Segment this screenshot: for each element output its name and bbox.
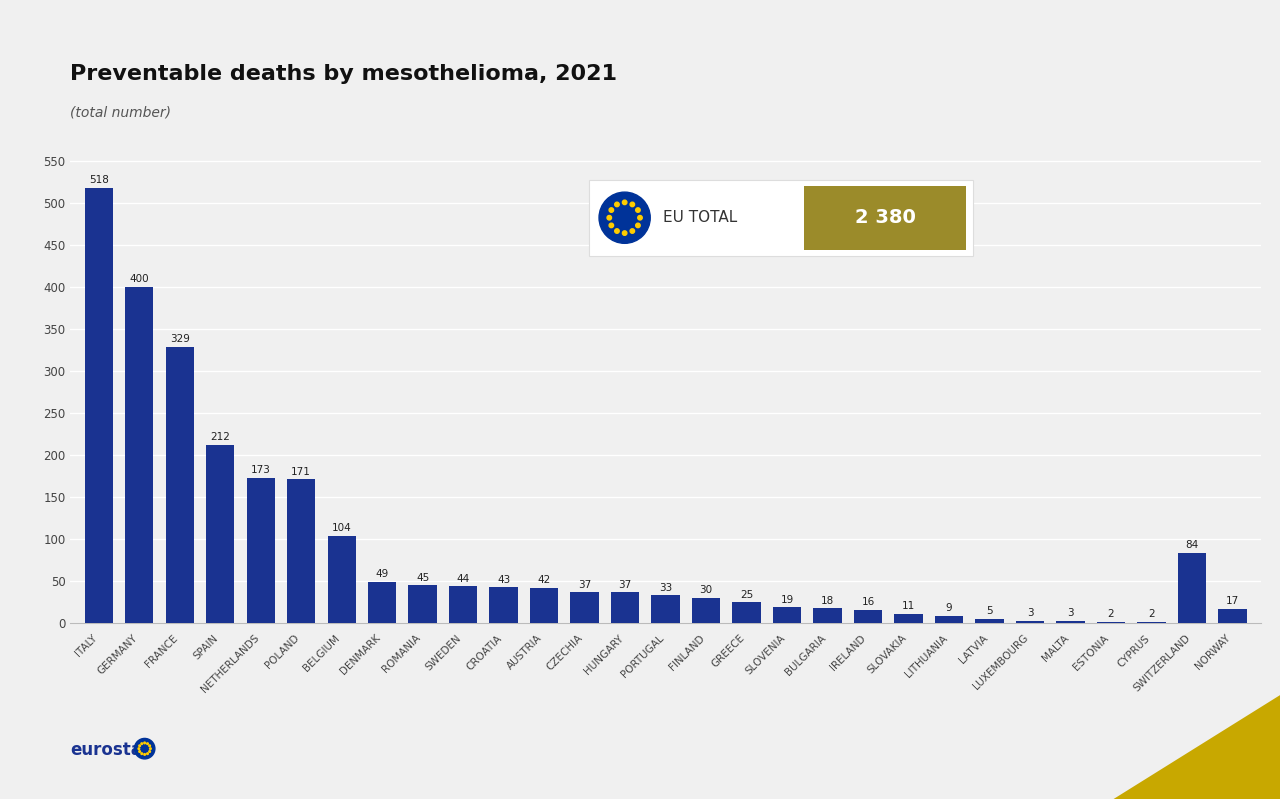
Text: 2 380: 2 380 (855, 209, 915, 227)
Text: 2: 2 (1107, 609, 1115, 619)
Bar (895, 614, 923, 623)
Text: Preventable deaths by mesothelioma, 2021: Preventable deaths by mesothelioma, 2021 (70, 64, 617, 84)
Text: 84: 84 (1185, 540, 1198, 550)
Bar (247, 478, 275, 623)
Text: 37: 37 (579, 579, 591, 590)
Text: 18: 18 (820, 595, 835, 606)
Text: 19: 19 (781, 594, 794, 605)
Bar (489, 587, 518, 623)
Bar (84, 188, 113, 623)
Text: EU TOTAL: EU TOTAL (663, 210, 737, 225)
Text: (total number): (total number) (70, 105, 172, 120)
Text: 16: 16 (861, 597, 874, 607)
Bar (1056, 621, 1084, 623)
Text: 37: 37 (618, 579, 632, 590)
Text: 11: 11 (902, 602, 915, 611)
Text: 5: 5 (986, 606, 993, 617)
Text: 3: 3 (1068, 608, 1074, 618)
Text: 42: 42 (538, 575, 550, 586)
Text: 44: 44 (457, 574, 470, 584)
Bar (369, 582, 397, 623)
Text: 173: 173 (251, 465, 270, 475)
Bar (692, 598, 721, 623)
Bar (611, 592, 639, 623)
Bar (287, 479, 315, 623)
Bar (773, 607, 801, 623)
Bar (934, 616, 964, 623)
Text: 49: 49 (375, 570, 389, 579)
Text: 212: 212 (210, 432, 230, 443)
Bar (975, 619, 1004, 623)
Text: 2: 2 (1148, 609, 1155, 619)
Text: 45: 45 (416, 573, 429, 582)
Bar (1219, 609, 1247, 623)
Text: 171: 171 (292, 467, 311, 477)
Text: 518: 518 (88, 175, 109, 185)
Bar (165, 347, 193, 623)
Bar (732, 602, 760, 623)
Bar (1097, 622, 1125, 623)
Text: 400: 400 (129, 274, 148, 284)
Bar (652, 595, 680, 623)
Bar (813, 608, 842, 623)
Text: 329: 329 (170, 334, 189, 344)
Text: 3: 3 (1027, 608, 1033, 618)
Text: eurostat: eurostat (70, 741, 150, 759)
Text: 9: 9 (946, 603, 952, 613)
Text: 30: 30 (700, 586, 713, 595)
Bar (449, 586, 477, 623)
Bar (854, 610, 882, 623)
Bar (1138, 622, 1166, 623)
Text: 25: 25 (740, 590, 753, 600)
Bar (328, 536, 356, 623)
Bar (571, 592, 599, 623)
Text: 43: 43 (497, 574, 511, 585)
Bar (125, 287, 154, 623)
Bar (1178, 553, 1206, 623)
Bar (206, 445, 234, 623)
Text: 104: 104 (332, 523, 352, 533)
Text: 17: 17 (1226, 596, 1239, 606)
Bar (530, 588, 558, 623)
Bar (408, 586, 436, 623)
Text: 33: 33 (659, 583, 672, 593)
Bar (1016, 621, 1044, 623)
